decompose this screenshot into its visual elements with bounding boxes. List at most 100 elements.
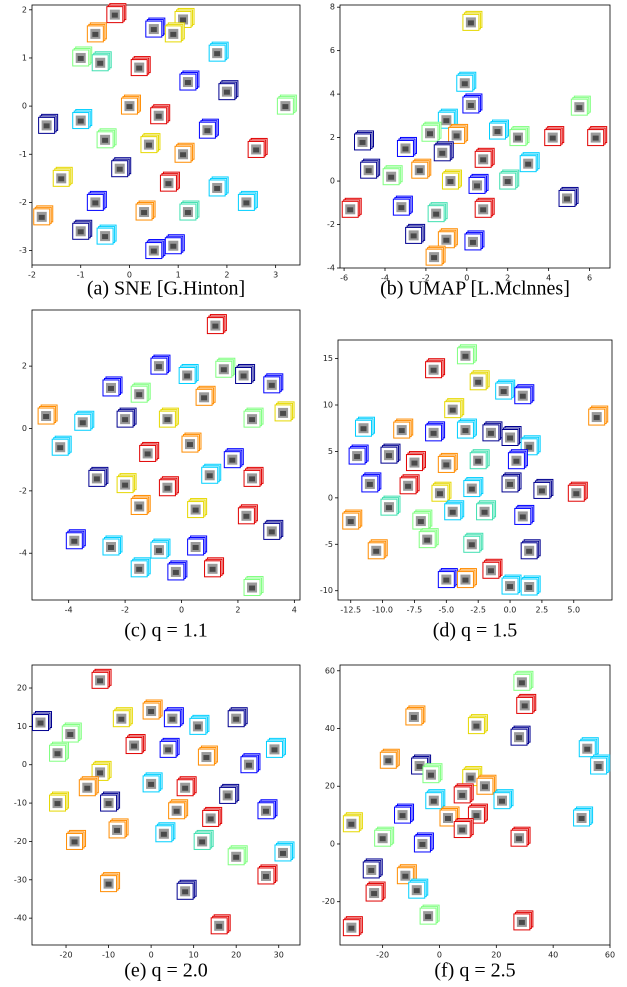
y-tick-label: 1 [22,53,27,62]
thumbnail [570,95,591,116]
thumbnail [462,10,483,31]
thumbnail [467,714,488,735]
thumbnail [444,398,465,419]
thumbnail [243,466,264,487]
thumbnail [427,202,448,223]
thumbnail [342,916,363,937]
y-tick-label: 8 [330,3,335,12]
thumbnail [367,539,388,560]
thumbnail [463,532,484,553]
x-tick-label: -5.0 [439,606,455,615]
thumbnail [33,205,54,226]
thumbnail [247,137,268,158]
thumbnail [265,737,286,758]
thumbnail [243,407,264,428]
x-tick-label: 10 [189,951,199,960]
thumbnail [96,224,117,245]
thumbnail [223,448,244,469]
thumbnail [38,113,59,134]
thumbnail [588,405,609,426]
thumbnail [274,401,295,422]
thumbnail [413,832,434,853]
x-tick-label: -2 [28,271,36,280]
thumbnail [462,93,483,114]
thumbnail [135,200,156,221]
y-tick-label: -30 [14,875,27,884]
thumbnail [544,126,565,147]
thumbnail [467,803,488,824]
thumbnail [88,466,109,487]
thumbnail [448,123,469,144]
thumbnail [360,158,381,179]
thumbnail [198,118,219,139]
x-tick-label: 30 [274,951,284,960]
thumbnail [142,699,163,720]
x-tick-label: 3 [273,271,278,280]
thumbnail [499,169,520,190]
thumbnail [456,71,477,92]
thumbnail [204,557,225,578]
x-tick-label: -2.5 [470,606,486,615]
thumbnail [493,789,514,810]
thumbnail [65,529,86,550]
thumbnail [49,791,70,812]
thumbnail [379,748,400,769]
thumbnail [405,705,426,726]
y-tick-label: 0 [22,760,27,769]
thumbnail [507,449,528,470]
thumbnail [354,416,375,437]
thumbnail [425,421,446,442]
x-tick-label: -2 [121,606,129,615]
thumbnail [513,910,534,931]
x-tick-label: -20 [59,951,72,960]
thumbnail [501,472,522,493]
thumbnail [167,560,188,581]
thumbnail [72,46,93,67]
y-tick-label: 2 [330,133,335,142]
thumbnail [140,133,161,154]
thumbnail [342,812,363,833]
x-tick-label: 5.0 [567,606,580,615]
thumbnail [102,376,123,397]
thumbnail [108,818,129,839]
plot-frame [339,664,611,946]
caption: (e) q = 2.0 [124,960,207,982]
thumbnail [197,745,218,766]
thumbnail [558,186,579,207]
y-tick-label: 0 [22,424,27,433]
thumbnail [476,500,497,521]
x-tick-label: 0 [464,274,469,283]
thumbnail [393,418,414,439]
thumbnail [489,119,509,140]
thumbnail [150,538,171,559]
y-tick-label: -20 [322,897,335,906]
thumbnail [421,121,442,142]
thumbnail [365,881,386,902]
plot-frame [31,664,301,946]
thumbnail [441,169,462,190]
thumbnail [235,363,256,384]
thumbnail [456,344,477,365]
thumbnail [158,407,179,428]
thumbnail [72,219,93,240]
y-tick-label: 0 [328,493,333,502]
thumbnail [116,407,137,428]
thumbnail [464,230,485,251]
thumbnail [74,410,95,431]
thumbnail [32,711,53,732]
x-tick-label: 2 [224,271,229,280]
y-tick-label: -5 [325,540,333,549]
y-tick-label: -1 [19,150,27,159]
x-tick-label: -2 [422,274,430,283]
x-tick-label: 1 [176,271,181,280]
thumbnail [341,197,362,218]
thumbnail [112,707,133,728]
thumbnail [86,190,107,211]
thumbnail [408,878,429,899]
thumbnail [218,80,239,101]
thumbnail [419,904,440,925]
thumbnail [439,806,460,827]
thumbnail [243,576,264,597]
